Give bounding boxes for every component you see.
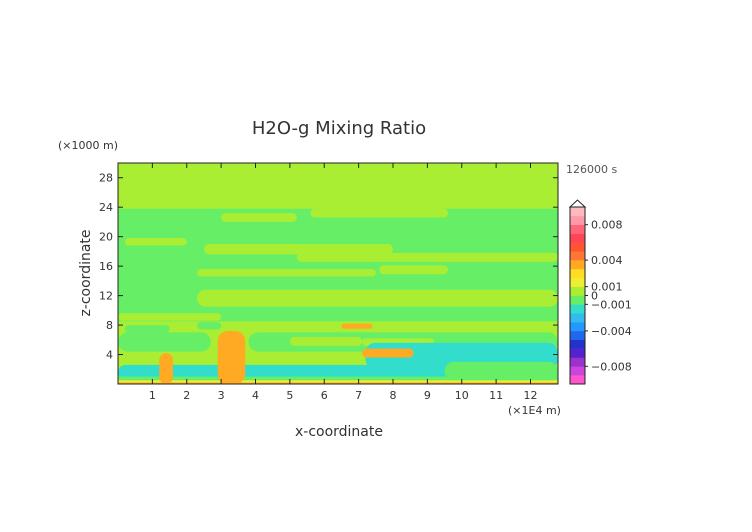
- colorbar-tick-label: −0.001: [591, 298, 632, 311]
- x-tick-label: 5: [286, 389, 293, 402]
- x-unit-label: (×1E4 m): [508, 404, 561, 417]
- contour-region-22: [118, 380, 558, 383]
- contour-region-5: [203, 244, 393, 255]
- contour-region-14: [118, 332, 211, 352]
- contour-region-25: [362, 348, 414, 358]
- colorbar-tick-label: −0.004: [591, 325, 632, 338]
- x-tick-label: 6: [321, 389, 328, 402]
- colorbar-swatch: [570, 215, 585, 225]
- colorbar-swatch: [570, 233, 585, 243]
- y-tick-label: 12: [99, 290, 113, 303]
- y-axis-label: z-coordinate: [78, 229, 94, 316]
- x-tick-label: 2: [183, 389, 190, 402]
- contour-region-8: [379, 265, 448, 275]
- contour-region-27: [217, 330, 246, 384]
- y-unit-label: (×1000 m): [58, 139, 118, 152]
- colorbar-tick-label: 0.004: [591, 254, 623, 267]
- colorbar-swatch: [570, 348, 585, 358]
- colorbar-swatch: [570, 224, 585, 234]
- colorbar-swatch: [570, 330, 585, 341]
- contour-region-6: [296, 252, 558, 262]
- x-tick-label: 7: [355, 389, 362, 402]
- colorbar-swatch: [570, 251, 585, 261]
- chart-title: H2O-g Mixing Ratio: [252, 118, 426, 139]
- contour-region-13: [197, 322, 222, 330]
- y-tick-label: 8: [106, 319, 113, 332]
- colorbar-tick-label: 0.001: [591, 281, 623, 294]
- contour-region-12: [124, 325, 170, 333]
- colorbar-swatch: [570, 357, 585, 367]
- colorbar-swatch: [570, 286, 585, 296]
- y-axis: 4 8 12 16 20 24 28: [99, 172, 558, 362]
- colorbar-swatch: [570, 322, 585, 332]
- x-tick-label: 10: [455, 389, 469, 402]
- plot-frame: [117, 162, 559, 385]
- colorbar-tick-label: −0.008: [591, 360, 632, 373]
- contour-region-11: [124, 297, 180, 304]
- colorbar-swatch: [570, 242, 585, 252]
- colorbar-swatch: [570, 295, 585, 305]
- colorbar-swatch: [570, 207, 585, 217]
- contour-region-20: [444, 361, 558, 381]
- colorbar-swatch: [570, 313, 585, 323]
- colorbar-tick-label: 0.008: [591, 219, 623, 232]
- colorbar-swatch: [570, 375, 585, 385]
- contour-region-26: [159, 353, 173, 384]
- colorbar-swatch: [570, 260, 585, 270]
- x-axis-label: x-coordinate: [295, 424, 383, 440]
- contour-region-16: [289, 336, 363, 346]
- x-tick-label: 9: [424, 389, 431, 402]
- contour-region-7: [197, 269, 376, 277]
- time-label: 126000 s: [566, 163, 617, 176]
- colorbar-swatch: [570, 366, 585, 376]
- contour-region-4: [124, 238, 187, 246]
- colorbar-extend-arrow: [568, 199, 587, 208]
- y-tick-label: 16: [99, 260, 113, 273]
- colorbar-tick-label: 0: [591, 290, 598, 303]
- y-tick-label: 4: [106, 349, 113, 362]
- colorbar-swatch: [570, 277, 585, 287]
- contour-fill: [118, 163, 558, 384]
- colorbar-swatch: [570, 268, 585, 279]
- contour-region-2: [221, 213, 297, 222]
- colorbar-swatch: [570, 339, 585, 349]
- x-tick-label: 3: [218, 389, 225, 402]
- y-tick-label: 28: [99, 172, 113, 185]
- x-tick-label: 1: [149, 389, 156, 402]
- contour-region-21: [118, 376, 558, 381]
- x-tick-label: 11: [489, 389, 503, 402]
- contour-region-3: [310, 208, 448, 218]
- y-tick-label: 24: [99, 201, 113, 214]
- colorbar-swatch: [570, 304, 585, 314]
- x-tick-label: 8: [390, 389, 397, 402]
- x-axis: 1 2 3 4 5 6 7 8 9 10 11 12: [149, 163, 538, 402]
- y-tick-label: 20: [99, 231, 113, 244]
- x-tick-label: 12: [524, 389, 538, 402]
- contour-region-10: [118, 313, 222, 321]
- contour-region-9: [197, 289, 558, 307]
- x-tick-label: 4: [252, 389, 259, 402]
- contour-region-24: [341, 323, 373, 329]
